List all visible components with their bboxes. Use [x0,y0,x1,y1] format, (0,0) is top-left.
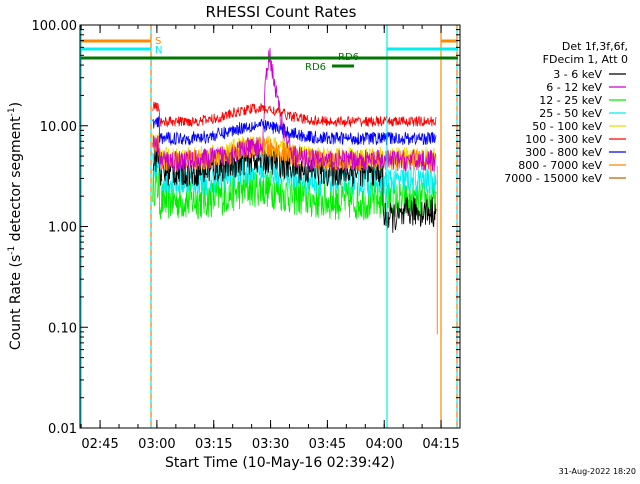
x-axis-label: Start Time (10-May-16 02:39:42) [165,455,395,471]
flag-label: N [155,45,162,56]
series-line-1 [152,47,437,172]
legend-label: 300 - 800 keV [525,146,602,159]
y-tick-label: 0.01 [48,422,77,437]
plot-frame [79,24,461,429]
legend-label: 50 - 100 keV [532,120,602,133]
y-axis-label: Count Rate (s-1 detector segment-1) [7,102,24,350]
y-tick-label: 10.00 [40,120,77,135]
series-layer [152,47,438,335]
x-tick-label: 04:15 [422,437,459,452]
y-axis-label-sup2: -1 [7,107,17,116]
y-axis-label-main: Count Rate (s [8,255,24,350]
chart-title: RHESSI Count Rates [206,3,357,21]
y-tick-label: 0.10 [48,321,77,336]
y-axis-label-close: ) [8,102,24,107]
y-tick-label: 1.00 [48,221,77,236]
x-tick-label: 02:45 [81,437,118,452]
y-tick-label: 100.00 [32,19,78,34]
x-tick-label: 03:45 [309,437,346,452]
flag-label: RD6 [338,52,359,63]
legend-header: Det 1f,3f,6f, [562,40,628,53]
legend-label: 12 - 25 keV [539,94,602,107]
legend-header: FDecim 1, Att 0 [543,53,628,66]
x-tick-label: 03:00 [138,437,175,452]
legend-label: 7000 - 15000 keV [504,172,602,185]
legend-label: 3 - 6 keV [553,68,602,81]
series-line-6 [152,115,437,146]
series-line-5 [152,101,437,128]
legend-label: 100 - 300 keV [525,133,602,146]
legend-label: 6 - 12 keV [546,81,602,94]
y-axis-label-rest: detector segment [8,116,24,246]
flag-label: S [155,36,161,47]
flag-layer: SN RD6 RD6 [80,25,458,428]
legend-label: 800 - 7000 keV [518,159,602,172]
legend-label: 25 - 50 keV [539,107,602,120]
x-tick-label: 03:30 [252,437,289,452]
x-tick-label: 04:00 [365,437,402,452]
flag-label: RD6 [305,62,326,73]
y-axis-label-sup: -1 [7,246,17,255]
x-tick-label: 03:15 [195,437,232,452]
y-axis: 100.00 10.00 1.00 0.10 0.01 [32,19,460,437]
footer-date: 31-Aug-2022 18:20 [559,467,636,476]
x-axis: 02:45 03:00 03:15 03:30 03:45 04:00 04:15 [80,25,460,452]
